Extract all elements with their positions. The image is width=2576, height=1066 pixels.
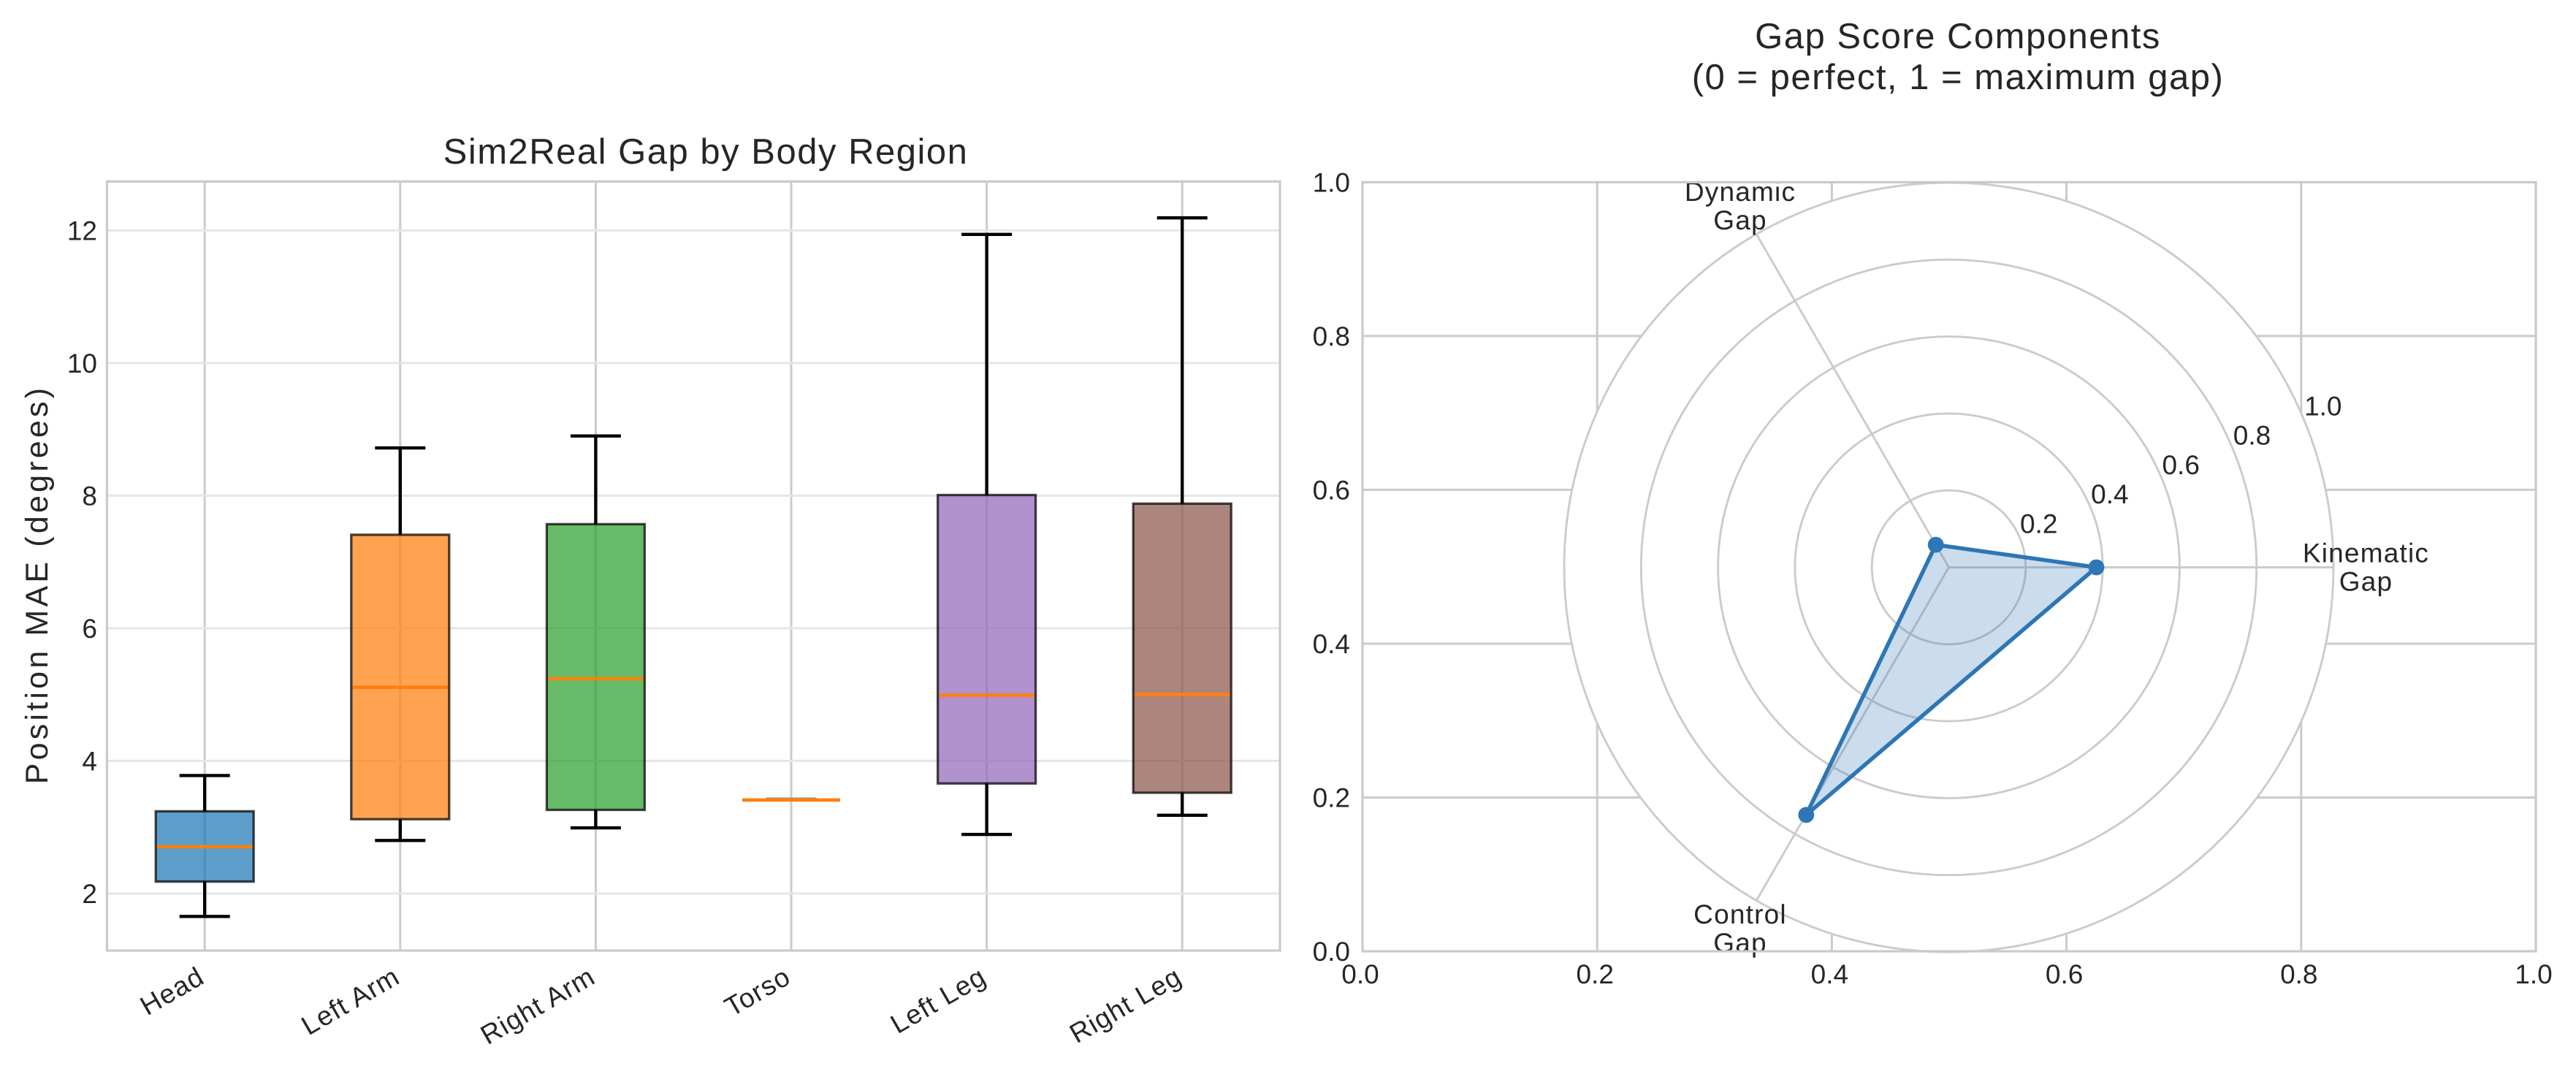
- svg-text:0.8: 0.8: [1313, 321, 1350, 351]
- svg-text:2: 2: [82, 879, 97, 909]
- svg-text:0.6: 0.6: [2162, 450, 2199, 480]
- svg-text:10: 10: [67, 349, 97, 378]
- svg-text:0.8: 0.8: [2280, 959, 2317, 989]
- svg-text:0.4: 0.4: [1811, 959, 1848, 989]
- svg-text:Control: Control: [1693, 899, 1787, 929]
- svg-text:Kinematic: Kinematic: [2303, 538, 2429, 568]
- svg-text:Position MAE (degrees): Position MAE (degrees): [20, 385, 55, 784]
- svg-text:0.6: 0.6: [2046, 959, 2083, 989]
- svg-text:1.0: 1.0: [2304, 391, 2341, 421]
- svg-text:Gap: Gap: [1713, 928, 1767, 958]
- svg-text:0.8: 0.8: [2233, 421, 2271, 451]
- svg-text:8: 8: [82, 481, 97, 511]
- svg-text:4: 4: [82, 746, 97, 776]
- svg-text:0.0: 0.0: [1341, 959, 1379, 989]
- svg-text:6: 6: [82, 614, 97, 644]
- svg-text:0.6: 0.6: [1313, 475, 1350, 505]
- svg-text:12: 12: [67, 216, 97, 245]
- svg-text:0.2: 0.2: [1313, 783, 1350, 813]
- svg-text:0.4: 0.4: [1313, 629, 1350, 659]
- svg-text:Gap: Gap: [1713, 205, 1767, 235]
- svg-text:Gap: Gap: [2339, 567, 2393, 597]
- svg-text:1.0: 1.0: [2515, 959, 2552, 989]
- svg-text:1.0: 1.0: [1313, 167, 1350, 197]
- svg-text:(0 = perfect, 1 = maximum gap): (0 = perfect, 1 = maximum gap): [1692, 58, 2225, 97]
- svg-text:0.4: 0.4: [2091, 479, 2128, 509]
- svg-text:0.2: 0.2: [1576, 959, 1613, 989]
- svg-text:0.2: 0.2: [2020, 509, 2057, 539]
- svg-text:0.0: 0.0: [1313, 937, 1350, 967]
- svg-text:Sim2Real Gap by Body Region: Sim2Real Gap by Body Region: [443, 132, 969, 172]
- svg-text:Gap Score Components: Gap Score Components: [1755, 17, 2161, 56]
